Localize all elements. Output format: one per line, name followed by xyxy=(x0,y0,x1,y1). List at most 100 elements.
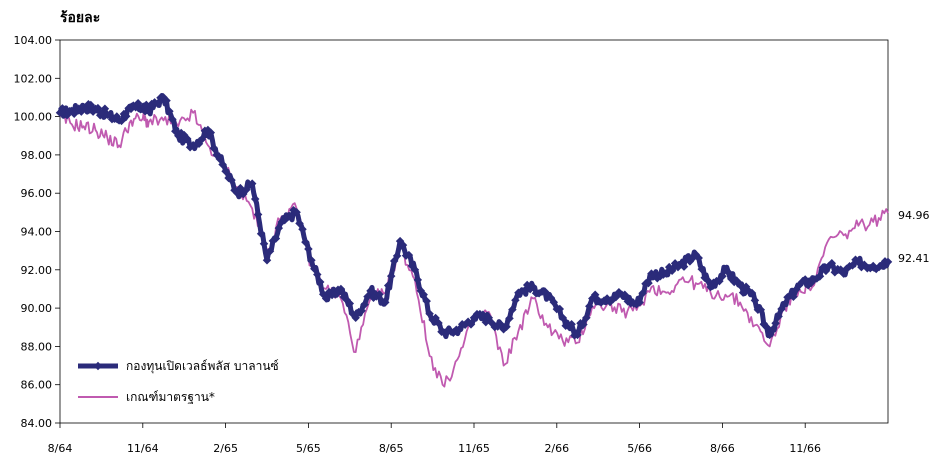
fund-data-point xyxy=(315,277,325,287)
fund-data-point xyxy=(86,100,96,110)
fund-data-point xyxy=(117,116,126,126)
fund-data-point xyxy=(218,160,227,169)
y-tick-label: 102.00 xyxy=(14,72,53,85)
fund-data-point xyxy=(375,290,384,299)
fund-data-point xyxy=(168,115,177,124)
fund-data-point xyxy=(508,305,517,314)
fund-data-point xyxy=(313,270,322,279)
fund-data-point xyxy=(366,286,375,296)
x-tick-label: 2/65 xyxy=(213,442,238,455)
fund-data-point xyxy=(304,244,313,254)
x-tick-label: 8/66 xyxy=(710,442,735,455)
fund-data-point xyxy=(121,111,131,121)
fund-data-point xyxy=(301,237,310,247)
fund-data-point xyxy=(620,290,630,300)
fund-data-point xyxy=(259,239,269,249)
y-tick-label: 94.00 xyxy=(21,226,53,239)
fund-data-point xyxy=(247,179,257,188)
series-layer xyxy=(55,93,893,388)
fund-data-point xyxy=(558,313,567,322)
fund-data-point xyxy=(848,261,857,270)
legend: กองทุนเปิดเวลธ์พลัส บาลานซ์ เกณฑ์มาตรฐาน… xyxy=(78,359,279,404)
y-tick-label: 86.00 xyxy=(21,379,53,392)
fund-data-point xyxy=(434,318,443,328)
fund-data-point xyxy=(182,134,192,144)
fund-data-point xyxy=(345,299,355,308)
fund-data-point xyxy=(153,99,162,108)
fund-data-point xyxy=(466,320,476,329)
legend-swatch-marker xyxy=(93,361,103,371)
fund-data-point xyxy=(718,271,727,281)
y-tick-label: 84.00 xyxy=(21,417,53,430)
fund-data-point xyxy=(789,292,798,302)
fund-data-point xyxy=(590,290,600,300)
fund-data-point xyxy=(679,262,689,271)
fund-data-point xyxy=(93,103,103,113)
fund-data-point xyxy=(250,194,260,204)
end-label-benchmark: 94.96 xyxy=(898,209,930,222)
fund-data-point xyxy=(197,134,207,144)
fund-data-point xyxy=(502,322,511,331)
legend-item-benchmark: เกณฑ์มาตรฐาน* xyxy=(78,390,215,404)
series-benchmark-line xyxy=(59,108,889,388)
fund-data-point xyxy=(295,219,304,228)
fund-data-point xyxy=(336,284,346,294)
y-tick-label: 100.00 xyxy=(14,111,53,124)
fund-data-point xyxy=(413,275,423,285)
fund-data-point xyxy=(883,257,893,267)
fund-data-point xyxy=(206,128,216,137)
fund-data-point xyxy=(638,289,647,298)
fund-data-point xyxy=(528,282,538,292)
legend-item-fund: กองทุนเปิดเวลธ์พลัส บาลานซ์ xyxy=(78,359,279,374)
fund-data-point xyxy=(215,154,224,164)
fund-data-point xyxy=(582,313,591,323)
end-label-fund: 92.41 xyxy=(898,252,930,265)
fund-data-point xyxy=(750,296,760,305)
fund-data-point xyxy=(392,251,402,261)
fund-data-point xyxy=(644,278,653,288)
series-benchmark xyxy=(59,108,889,388)
fund-data-point xyxy=(381,298,390,307)
fund-data-point xyxy=(511,296,520,305)
x-tick-label: 5/65 xyxy=(296,442,321,455)
fund-data-point xyxy=(827,259,837,268)
fund-data-point xyxy=(271,234,281,243)
fund-data-point xyxy=(478,310,488,319)
y-axis-unit-label: ร้อยละ xyxy=(60,10,100,26)
fund-data-point xyxy=(800,275,810,284)
fund-data-point xyxy=(635,298,644,307)
legend-label-benchmark: เกณฑ์มาตรฐาน* xyxy=(126,390,215,404)
fund-data-point xyxy=(162,96,171,105)
fund-data-point xyxy=(298,225,307,234)
fund-data-point xyxy=(425,309,434,319)
fund-data-point xyxy=(768,325,777,334)
y-tick-label: 88.00 xyxy=(21,340,53,353)
fund-data-point xyxy=(579,320,588,329)
fund-data-point xyxy=(221,166,230,176)
fund-data-point xyxy=(286,212,295,222)
x-tick-label: 11/64 xyxy=(127,442,159,455)
fund-data-point xyxy=(419,290,428,299)
fund-data-point xyxy=(209,143,219,153)
legend-label-fund: กองทุนเปิดเวลธ์พลัส บาลานซ์ xyxy=(126,359,279,374)
fund-data-point xyxy=(404,250,414,260)
fund-data-point xyxy=(422,296,431,306)
x-tick-label: 11/65 xyxy=(458,442,490,455)
fund-data-point xyxy=(307,255,316,265)
y-tick-label: 98.00 xyxy=(21,149,53,162)
x-tick-label: 8/64 xyxy=(48,442,73,455)
y-tick-label: 92.00 xyxy=(21,264,53,277)
fund-data-point xyxy=(815,272,825,281)
fund-data-point xyxy=(697,264,706,274)
fund-data-point xyxy=(398,240,408,250)
fund-data-point xyxy=(661,269,671,278)
x-axis: 8/64 11/64 2/65 5/65 8/65 11/65 2/66 5/66 8/66 11… xyxy=(48,423,821,455)
x-tick-label: 11/66 xyxy=(789,442,821,455)
fund-data-point xyxy=(357,306,366,315)
x-tick-label: 8/65 xyxy=(379,442,404,455)
fund-data-point xyxy=(735,280,745,290)
fund-data-point xyxy=(549,297,559,307)
fund-data-point xyxy=(410,265,420,275)
fund-data-point xyxy=(360,300,369,309)
y-tick-label: 90.00 xyxy=(21,302,53,315)
